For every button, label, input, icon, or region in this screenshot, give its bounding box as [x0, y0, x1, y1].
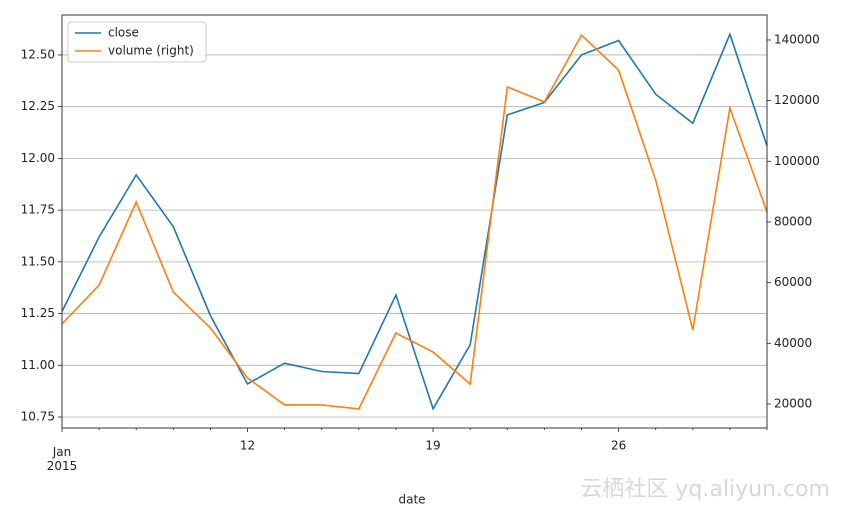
line-series [61, 31, 768, 411]
x-tick-label: 19 [425, 439, 440, 453]
x-tick-label: Jan 2015 [47, 445, 78, 473]
y2-tick-label: 80000 [774, 214, 812, 228]
y2-tick-label: 40000 [774, 336, 812, 350]
y-tick-label: 11.50 [21, 254, 55, 268]
y-tick-label: 12.50 [21, 47, 55, 61]
y-tick-label: 10.75 [21, 410, 55, 424]
plot-frame [61, 14, 768, 429]
legend-label: close [108, 26, 139, 40]
y-tick-label: 11.00 [21, 358, 55, 372]
legend-box [67, 21, 207, 63]
y2-tick-label: 120000 [774, 93, 820, 107]
y2-tick-label: 140000 [774, 32, 820, 46]
y-tick-label: 11.25 [21, 306, 55, 320]
y2-tick-label: 100000 [774, 154, 820, 168]
x-tick-label: 26 [611, 439, 626, 453]
y-tick-label: 12.00 [21, 151, 55, 165]
line-series [61, 33, 768, 410]
y2-tick-label: 60000 [774, 275, 812, 289]
x-tick-label: 12 [240, 439, 255, 453]
x-axis-label: date [398, 493, 425, 507]
y-tick-label: 11.75 [21, 203, 55, 217]
legend-label: volume (right) [108, 44, 194, 58]
y2-tick-label: 20000 [774, 396, 812, 410]
y-tick-label: 12.25 [21, 99, 55, 113]
watermark: 云栖社区 yq.aliyun.com [580, 477, 830, 502]
